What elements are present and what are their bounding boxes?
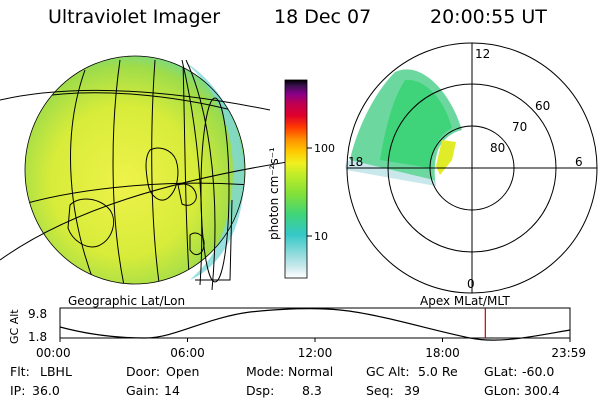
colorbar-unit-label: photon cm⁻²s⁻¹	[267, 147, 281, 240]
timeline-ymax: 9.8	[28, 307, 47, 321]
status-field-value: LBHL	[40, 364, 72, 379]
mlat-label-70: 70	[512, 120, 527, 134]
status-field-label: Gain:	[126, 383, 159, 398]
status-field-label: Seq:	[366, 383, 394, 398]
timeline-tick-label: 00:00	[36, 346, 71, 360]
status-field-value: 300.4	[524, 383, 560, 398]
status-field-label: Door:	[126, 364, 161, 379]
status-field-label: GLat:	[484, 364, 518, 379]
status-field-label: Mode:	[246, 364, 285, 379]
status-field-value: 5.0 Re	[418, 364, 458, 379]
timeline-tick-label: 23:59	[551, 346, 586, 360]
globe-disk	[25, 56, 245, 284]
status-field-value: Normal	[288, 364, 334, 379]
status-field-label: Flt:	[10, 364, 30, 379]
polar-panel-label: Apex MLat/MLT	[420, 294, 510, 308]
status-field-label: GLon:	[484, 383, 521, 398]
mlat-label-60: 60	[535, 99, 550, 113]
colorbar-tick-100: 100	[314, 142, 335, 155]
status-field-value: 8.3	[302, 383, 322, 398]
colorbar-gradient	[284, 79, 308, 279]
header-date: 18 Dec 07	[274, 6, 372, 28]
colorbar-tick-10: 10	[314, 230, 328, 243]
timeline-tick-label: 18:00	[425, 346, 460, 360]
timeline-ticks: 00:00 06:00 12:00 18:00 23:59	[36, 338, 586, 360]
instrument-title: Ultraviolet Imager	[48, 6, 221, 28]
timeline-tick-label: 12:00	[298, 346, 333, 360]
timeline-axis-label: GC Alt	[8, 309, 21, 344]
timeline-ymin: 1.8	[28, 330, 47, 344]
altitude-curve	[59, 308, 571, 341]
status-field-label: GC Alt:	[366, 364, 410, 379]
status-field-value: 14	[164, 383, 180, 398]
status-field-value: Open	[166, 364, 200, 379]
status-field-value: 39	[404, 383, 420, 398]
status-field-label: IP:	[10, 383, 26, 398]
dayglow-edge	[185, 62, 245, 280]
mlat-label-80: 80	[490, 141, 505, 155]
mlt-label-0: 0	[467, 277, 475, 291]
timeline-tick-label: 06:00	[170, 346, 205, 360]
status-field-label: Dsp:	[246, 383, 275, 398]
geographic-panel-label: Geographic Lat/Lon	[68, 294, 186, 308]
status-field-value: 36.0	[32, 383, 60, 398]
mlt-label-12: 12	[475, 47, 490, 61]
header-time: 20:00:55 UT	[430, 6, 547, 28]
status-field-value: -60.0	[522, 364, 555, 379]
mlt-label-18: 18	[348, 155, 363, 169]
mlt-label-6: 6	[575, 155, 583, 169]
